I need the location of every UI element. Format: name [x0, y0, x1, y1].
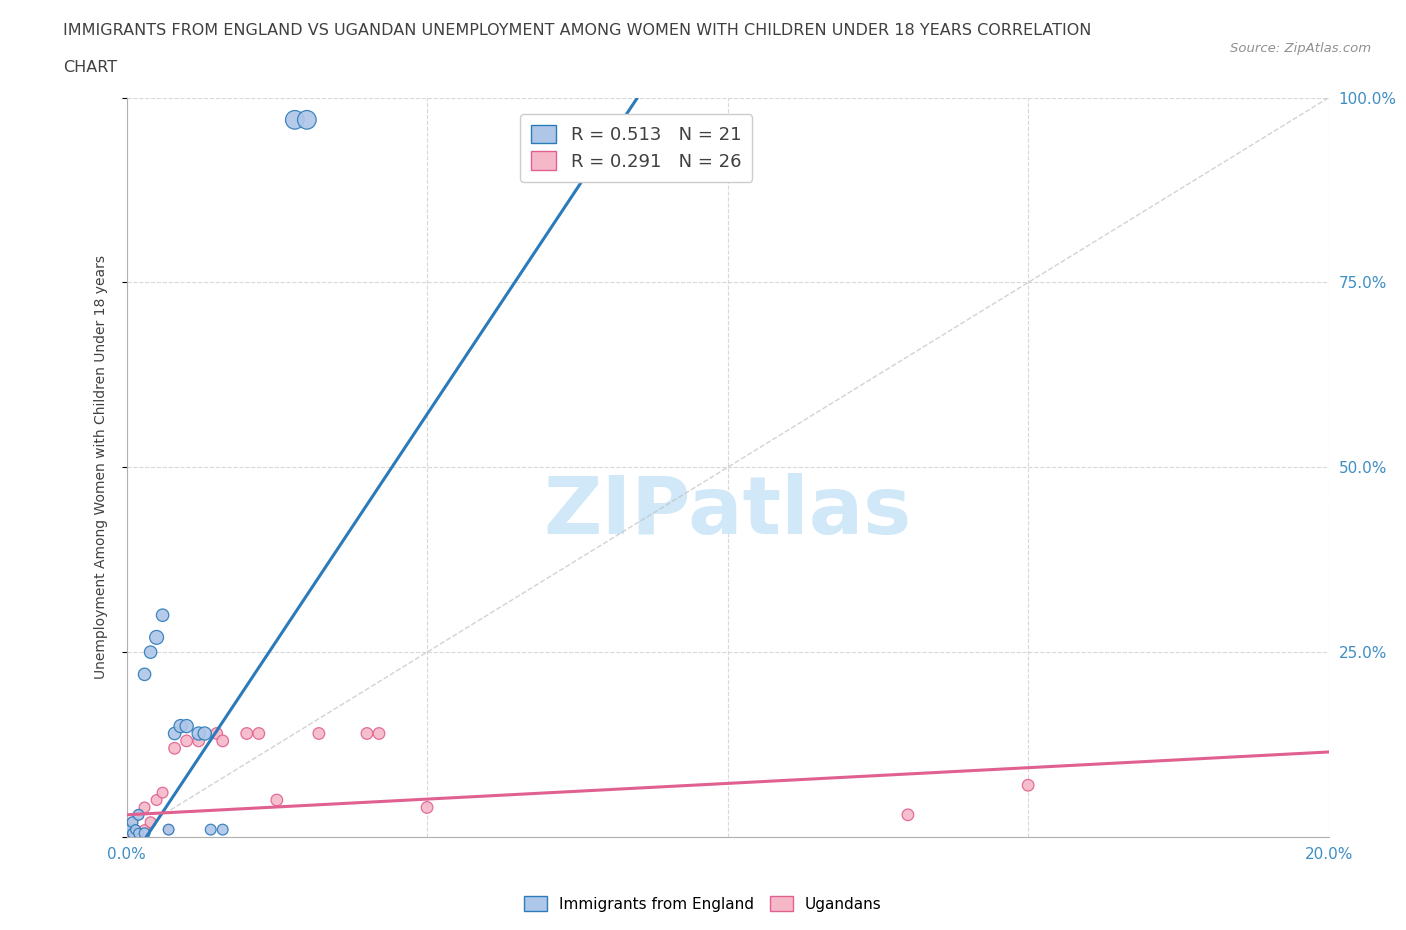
Point — [128, 807, 150, 822]
Point — [211, 822, 233, 837]
Point — [169, 719, 191, 734]
Legend: Immigrants from England, Ugandans: Immigrants from England, Ugandans — [519, 889, 887, 918]
Point — [157, 822, 180, 837]
Point — [152, 608, 174, 623]
Point — [124, 822, 146, 837]
Point — [211, 734, 233, 749]
Point — [163, 726, 186, 741]
Text: ZIPatlas: ZIPatlas — [544, 472, 911, 551]
Point — [121, 815, 143, 830]
Point — [118, 826, 141, 841]
Point — [121, 815, 143, 830]
Point — [247, 726, 270, 741]
Point — [145, 792, 167, 807]
Point — [152, 785, 174, 800]
Point — [356, 726, 378, 741]
Point — [134, 800, 156, 815]
Point — [118, 822, 141, 837]
Text: CHART: CHART — [63, 60, 117, 75]
Point — [308, 726, 330, 741]
Point — [134, 822, 156, 837]
Point — [416, 800, 439, 815]
Point — [187, 726, 209, 741]
Point — [205, 726, 228, 741]
Point — [235, 726, 259, 741]
Point — [128, 826, 150, 841]
Point — [121, 826, 143, 841]
Point — [176, 719, 198, 734]
Point — [139, 815, 162, 830]
Point — [139, 644, 162, 659]
Point — [157, 822, 180, 837]
Point — [128, 826, 150, 841]
Point — [124, 822, 146, 837]
Point — [200, 822, 222, 837]
Point — [128, 807, 150, 822]
Text: Source: ZipAtlas.com: Source: ZipAtlas.com — [1230, 42, 1371, 55]
Text: IMMIGRANTS FROM ENGLAND VS UGANDAN UNEMPLOYMENT AMONG WOMEN WITH CHILDREN UNDER : IMMIGRANTS FROM ENGLAND VS UGANDAN UNEMP… — [63, 23, 1091, 38]
Point — [266, 792, 288, 807]
Y-axis label: Unemployment Among Women with Children Under 18 years: Unemployment Among Women with Children U… — [94, 256, 108, 679]
Point — [134, 667, 156, 682]
Point — [1017, 777, 1039, 792]
Point — [121, 826, 143, 841]
Point — [897, 807, 920, 822]
Point — [295, 113, 318, 127]
Point — [145, 630, 167, 644]
Point — [284, 113, 307, 127]
Point — [194, 726, 217, 741]
Point — [176, 734, 198, 749]
Point — [368, 726, 391, 741]
Point — [187, 734, 209, 749]
Legend: R = 0.513   N = 21, R = 0.291   N = 26: R = 0.513 N = 21, R = 0.291 N = 26 — [520, 114, 752, 181]
Point — [134, 826, 156, 841]
Point — [163, 741, 186, 756]
